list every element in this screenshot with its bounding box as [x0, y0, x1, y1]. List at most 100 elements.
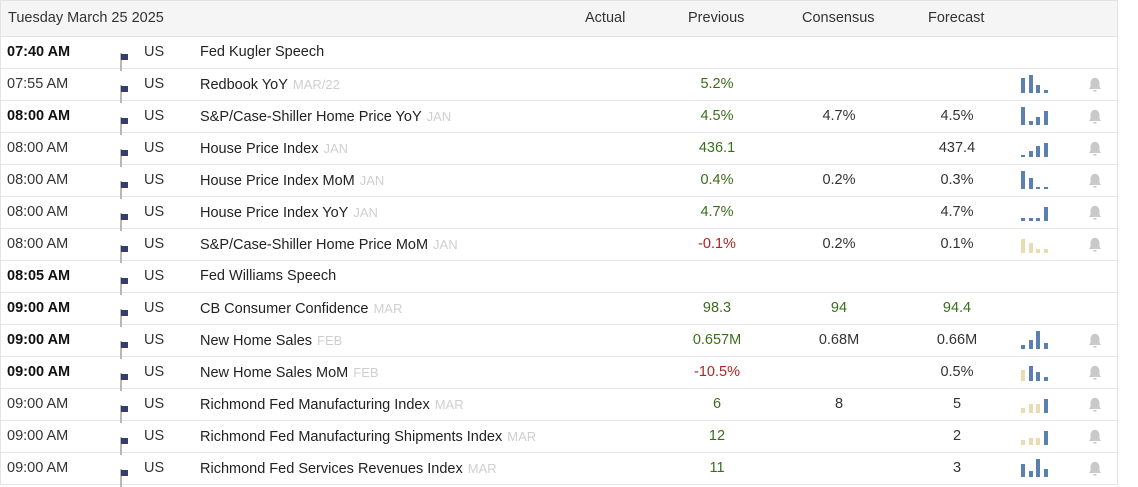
event-name-text[interactable]: New Home Sales	[200, 333, 313, 349]
sparkline-chart[interactable]	[1021, 75, 1051, 93]
column-header-forecast[interactable]: Forecast	[928, 10, 985, 26]
event-name[interactable]: New Home Sales FEB	[200, 325, 342, 356]
sparkline-chart[interactable]	[1021, 331, 1051, 349]
table-row[interactable]: 07:55 AM US Redbook YoY MAR/22 5.2%	[0, 69, 1118, 103]
sparkline-chart[interactable]	[1021, 459, 1051, 477]
event-name-text[interactable]: New Home Sales MoM	[200, 365, 349, 381]
event-name[interactable]: CB Consumer Confidence MAR	[200, 293, 402, 324]
event-name-text[interactable]: Richmond Fed Manufacturing Index	[200, 397, 430, 413]
event-country: US	[144, 44, 165, 60]
sparkline-bar	[1021, 78, 1025, 93]
event-name-text[interactable]: Fed Kugler Speech	[200, 44, 325, 60]
event-time: 08:05 AM	[7, 268, 71, 284]
sparkline-bar	[1036, 404, 1040, 413]
table-row[interactable]: 09:00 AM US Richmond Fed Services Revenues…	[0, 453, 1118, 487]
sparkline-bar	[1043, 469, 1048, 477]
sparkline-bar	[1043, 187, 1048, 189]
event-time: 09:00 AM	[7, 396, 69, 412]
flag-canton	[121, 438, 128, 444]
event-name-text[interactable]: Richmond Fed Manufacturing Shipments Ind…	[200, 429, 503, 445]
table-row[interactable]: 08:00 AM US S&P/Case-Shiller Home Price Mo…	[0, 229, 1118, 263]
event-name-text[interactable]: House Price Index YoY	[200, 205, 349, 221]
event-name[interactable]: New Home Sales MoM FEB	[200, 357, 379, 388]
event-name[interactable]: House Price Index JAN	[200, 133, 348, 164]
bell-icon[interactable]	[1088, 141, 1102, 157]
sparkline-chart[interactable]	[1021, 171, 1051, 189]
table-row[interactable]: 09:00 AM US Richmond Fed Manufacturing Ind…	[0, 389, 1118, 423]
event-name[interactable]: House Price Index YoY JAN	[200, 197, 378, 228]
event-name-text[interactable]: House Price Index MoM	[200, 173, 355, 189]
event-name[interactable]: S&P/Case-Shiller Home Price YoY JAN	[200, 101, 451, 132]
event-time: 08:00 AM	[7, 140, 69, 156]
bell-icon[interactable]	[1088, 77, 1102, 93]
previous-value: 98.3	[702, 300, 732, 316]
previous-value: 0.4%	[700, 172, 734, 188]
event-name-text[interactable]: CB Consumer Confidence	[200, 301, 369, 317]
event-reference-period: JAN	[323, 141, 349, 156]
table-row[interactable]: 09:00 AM US New Home Sales MoM FEB -10.5% 0.5…	[0, 357, 1118, 391]
event-name[interactable]: House Price Index MoM JAN	[200, 165, 384, 196]
flag-canton	[121, 150, 128, 156]
column-header-actual[interactable]: Actual	[585, 10, 626, 26]
event-name-text[interactable]: S&P/Case-Shiller Home Price MoM	[200, 237, 429, 253]
bell-icon[interactable]	[1088, 109, 1102, 125]
table-row[interactable]: 09:00 AM US New Home Sales FEB 0.657M 0.68M 0.…	[0, 325, 1118, 359]
consensus-value	[809, 133, 869, 164]
sparkline-chart[interactable]	[1021, 395, 1051, 413]
flag-canton	[121, 278, 128, 284]
table-row[interactable]: 08:00 AM US House Price Index JAN 436.1 437.4	[0, 133, 1118, 167]
flag-canton	[121, 182, 128, 188]
us-flag-icon	[120, 117, 128, 135]
sparkline-chart[interactable]	[1021, 107, 1051, 125]
event-name[interactable]: Fed Kugler Speech	[200, 37, 324, 68]
bell-icon[interactable]	[1088, 237, 1102, 253]
table-row[interactable]: 08:05 AM US Fed Williams Speech	[0, 261, 1118, 295]
event-time: 09:00 AM	[7, 332, 71, 348]
sparkline-chart[interactable]	[1021, 235, 1051, 253]
sparkline-chart[interactable]	[1021, 363, 1051, 381]
event-name[interactable]: Richmond Fed Manufacturing Shipments Ind…	[200, 421, 536, 452]
bell-icon[interactable]	[1088, 365, 1102, 381]
us-flag-icon	[120, 373, 128, 391]
previous-value: 5.2%	[700, 76, 734, 92]
table-row[interactable]: 09:00 AM US CB Consumer Confidence MAR 98.3 9…	[0, 293, 1118, 327]
bell-icon[interactable]	[1088, 173, 1102, 189]
event-name-text[interactable]: Fed Williams Speech	[200, 268, 337, 284]
bell-icon[interactable]	[1088, 397, 1102, 413]
bell-icon[interactable]	[1088, 333, 1102, 349]
consensus-value	[809, 197, 869, 228]
bell-icon[interactable]	[1088, 205, 1102, 221]
sparkline-bar	[1028, 75, 1033, 93]
column-header-consensus[interactable]: Consensus	[802, 10, 875, 26]
forecast-value: 437.4	[938, 140, 976, 156]
sparkline-chart[interactable]	[1021, 139, 1051, 157]
sparkline-bar	[1021, 408, 1025, 413]
column-header-previous[interactable]: Previous	[688, 10, 745, 26]
table-row[interactable]: 08:00 AM US House Price Index YoY JAN 4.7% 4.…	[0, 197, 1118, 231]
bell-icon[interactable]	[1088, 461, 1102, 477]
sparkline-bar	[1043, 399, 1048, 413]
table-row[interactable]: 08:00 AM US House Price Index MoM JAN 0.4% 0.…	[0, 165, 1118, 199]
table-row[interactable]: 09:00 AM US Richmond Fed Manufacturing Shi…	[0, 421, 1118, 455]
bell-icon[interactable]	[1088, 429, 1102, 445]
event-name-text[interactable]: Redbook YoY	[200, 77, 288, 93]
flag-canton	[121, 406, 128, 412]
table-row[interactable]: 07:40 AM US Fed Kugler Speech	[0, 37, 1118, 71]
table-row[interactable]: 08:00 AM US S&P/Case-Shiller Home Price Yo…	[0, 101, 1118, 135]
event-name[interactable]: Redbook YoY MAR/22	[200, 69, 340, 100]
event-time: 08:00 AM	[7, 204, 69, 220]
event-name[interactable]: Fed Williams Speech	[200, 261, 336, 292]
event-name[interactable]: S&P/Case-Shiller Home Price MoM JAN	[200, 229, 458, 260]
event-reference-period: FEB	[317, 333, 343, 348]
event-name-text[interactable]: S&P/Case-Shiller Home Price YoY	[200, 109, 422, 125]
event-name[interactable]: Richmond Fed Manufacturing Index MAR	[200, 389, 464, 420]
sparkline-bar	[1021, 440, 1025, 445]
sparkline-bar	[1043, 143, 1048, 157]
sparkline-chart[interactable]	[1021, 203, 1051, 221]
event-name-text[interactable]: House Price Index	[200, 141, 319, 157]
flag-canton	[121, 118, 128, 124]
sparkline-chart[interactable]	[1021, 427, 1051, 445]
event-name-text[interactable]: Richmond Fed Services Revenues Index	[200, 461, 463, 477]
previous-value: 0.657M	[692, 332, 742, 348]
